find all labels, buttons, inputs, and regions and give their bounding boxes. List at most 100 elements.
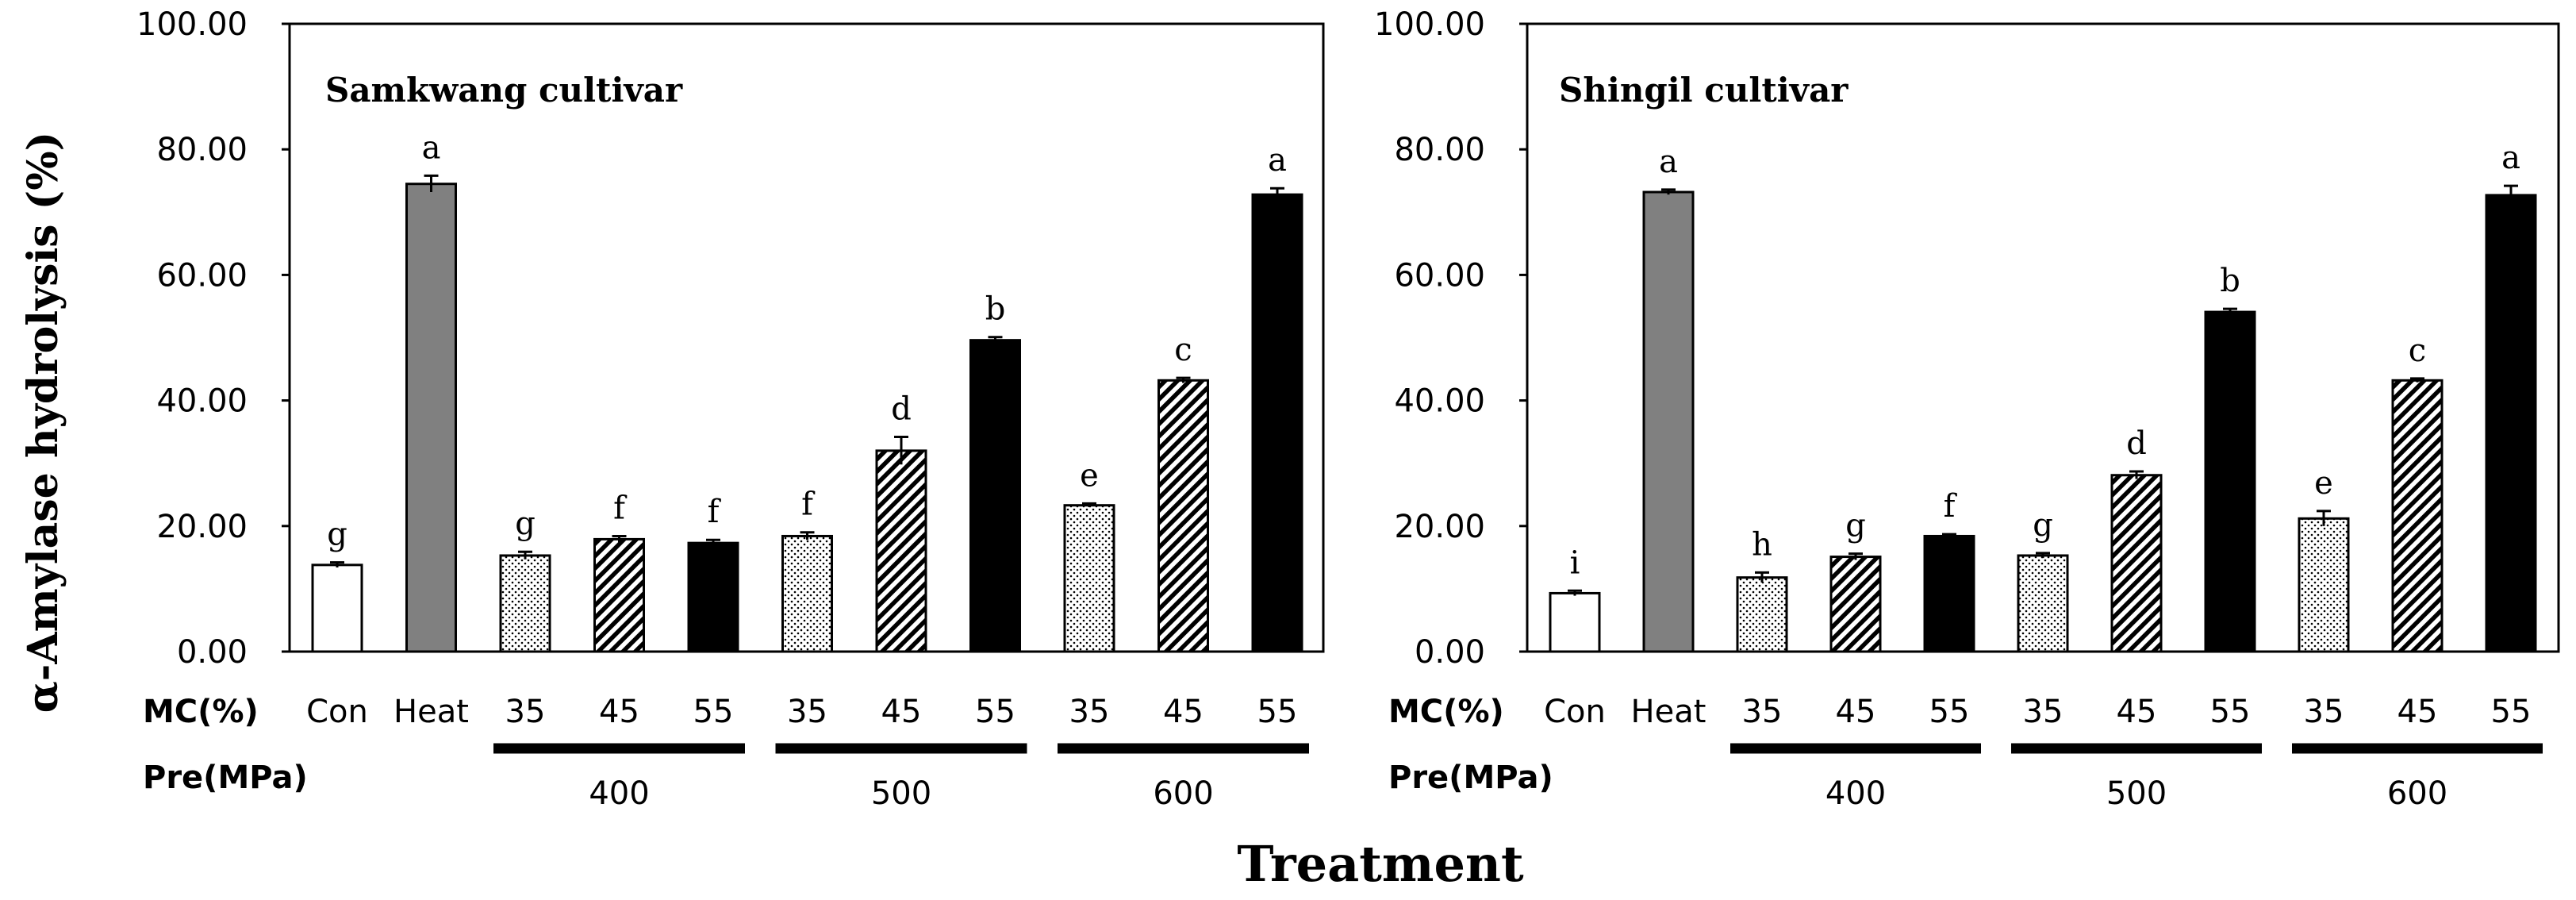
y-tick-label: 80.00 (156, 132, 248, 168)
error-bar (2504, 184, 2518, 205)
category-labels: Con Heat 35 45 55 35 45 55 35 45 55 (306, 694, 1297, 730)
significance-label: g (327, 517, 347, 553)
error-bar (1942, 533, 1956, 538)
bar (687, 541, 739, 653)
significance-label: f (801, 487, 816, 523)
category-label: 45 (1163, 694, 1204, 730)
bar (781, 534, 833, 653)
pressure-groups: 400 500 600 (1730, 743, 2543, 812)
y-tick-labels: 0.00 20.00 40.00 60.00 80.00 100.00 (136, 6, 290, 671)
category-label: 55 (2491, 694, 2532, 730)
bar (499, 554, 551, 653)
significance-label: a (2501, 140, 2520, 176)
category-label: Con (1544, 694, 1606, 730)
bars: g a g f f f d b e c a (311, 129, 1303, 653)
category-label: 45 (599, 694, 639, 730)
pressure-group-label: 500 (871, 775, 931, 812)
category-label: 55 (1257, 694, 1298, 730)
bar (2017, 554, 2069, 653)
error-bar (988, 336, 1003, 344)
y-tick-label: 80.00 (1394, 132, 1485, 168)
significance-label: h (1752, 526, 1772, 563)
error-bar (2036, 552, 2050, 559)
bar (2204, 310, 2256, 653)
significance-label: e (2314, 465, 2333, 502)
bar (1063, 504, 1115, 653)
category-label: 55 (2210, 694, 2251, 730)
category-label: Con (306, 694, 368, 730)
error-bar (706, 538, 720, 547)
category-label: Heat (1631, 694, 1706, 730)
panel-samkwang: Samkwang cultivar 0.00 20.00 40.00 60.00 80.… (136, 6, 1325, 812)
mc-row-label: MC(%) (1388, 694, 1504, 730)
significance-label: f (613, 490, 628, 526)
significance-label: b (985, 291, 1006, 328)
error-bar (612, 534, 627, 543)
error-bar (1270, 187, 1284, 202)
bar (1923, 534, 1975, 653)
bar (1642, 190, 1695, 653)
error-bar (330, 561, 344, 568)
error-bar (2317, 510, 2331, 526)
bar (1549, 591, 1601, 653)
y-axis-label: α-Amylase hydrolysis (%) (19, 132, 67, 713)
error-bar (1849, 552, 1863, 560)
bar (1251, 193, 1303, 653)
significance-label: e (1080, 457, 1099, 494)
significance-label: d (2126, 425, 2147, 462)
error-bar (1176, 376, 1191, 383)
bar (1829, 556, 1882, 653)
error-bar (2410, 377, 2424, 383)
bar (875, 449, 927, 653)
y-tick-label: 40.00 (1394, 383, 1485, 420)
significance-label: i (1570, 544, 1580, 581)
pressure-group-label: 600 (1153, 775, 1213, 812)
error-bar (2223, 307, 2237, 316)
y-tick-label: 100.00 (1374, 6, 1485, 43)
y-tick-label: 0.00 (177, 634, 248, 671)
y-tick-label: 20.00 (156, 509, 248, 545)
y-tick-label: 0.00 (1415, 634, 1485, 671)
pressure-groups: 400 500 600 (493, 743, 1309, 812)
panel-title: Shingil cultivar (1559, 71, 1849, 110)
error-bar (424, 174, 439, 192)
error-bar (518, 550, 532, 560)
mc-row-label: MC(%) (143, 694, 259, 730)
significance-label: c (1174, 332, 1192, 368)
bar (1157, 379, 1209, 653)
category-label: Heat (394, 694, 469, 730)
y-tick-label: 60.00 (1394, 257, 1485, 294)
bar (405, 183, 457, 653)
category-label: 35 (2023, 694, 2063, 730)
bars: i a h g f g d b e c a (1549, 140, 2537, 653)
category-label: 45 (881, 694, 922, 730)
category-label: 35 (1742, 694, 1783, 730)
significance-label: d (891, 390, 912, 427)
bar (311, 563, 363, 653)
pre-row-label: Pre(MPa) (1388, 760, 1553, 796)
significance-label: f (708, 494, 722, 530)
panel-title: Samkwang cultivar (325, 71, 683, 110)
y-tick-label: 100.00 (136, 6, 248, 43)
category-label: 35 (2304, 694, 2344, 730)
bar (593, 537, 645, 653)
significance-label: g (515, 506, 536, 542)
pre-row-label: Pre(MPa) (143, 760, 308, 796)
y-tick-label: 20.00 (1394, 509, 1485, 545)
category-label: 45 (1836, 694, 1876, 730)
bar (2298, 517, 2350, 653)
pressure-group-label: 500 (2106, 775, 2167, 812)
error-bar (1755, 571, 1769, 583)
category-label: 35 (787, 694, 827, 730)
error-bar (1568, 589, 1582, 596)
bar (2110, 474, 2163, 653)
significance-label: a (422, 129, 441, 166)
error-bar (1082, 502, 1096, 508)
bar (2391, 379, 2444, 653)
error-bar (894, 435, 908, 465)
y-tick-label: 60.00 (156, 257, 248, 294)
bar (969, 339, 1021, 653)
pressure-group-label: 400 (1825, 775, 1886, 812)
significance-label: a (1659, 144, 1678, 180)
category-label: 35 (1069, 694, 1110, 730)
